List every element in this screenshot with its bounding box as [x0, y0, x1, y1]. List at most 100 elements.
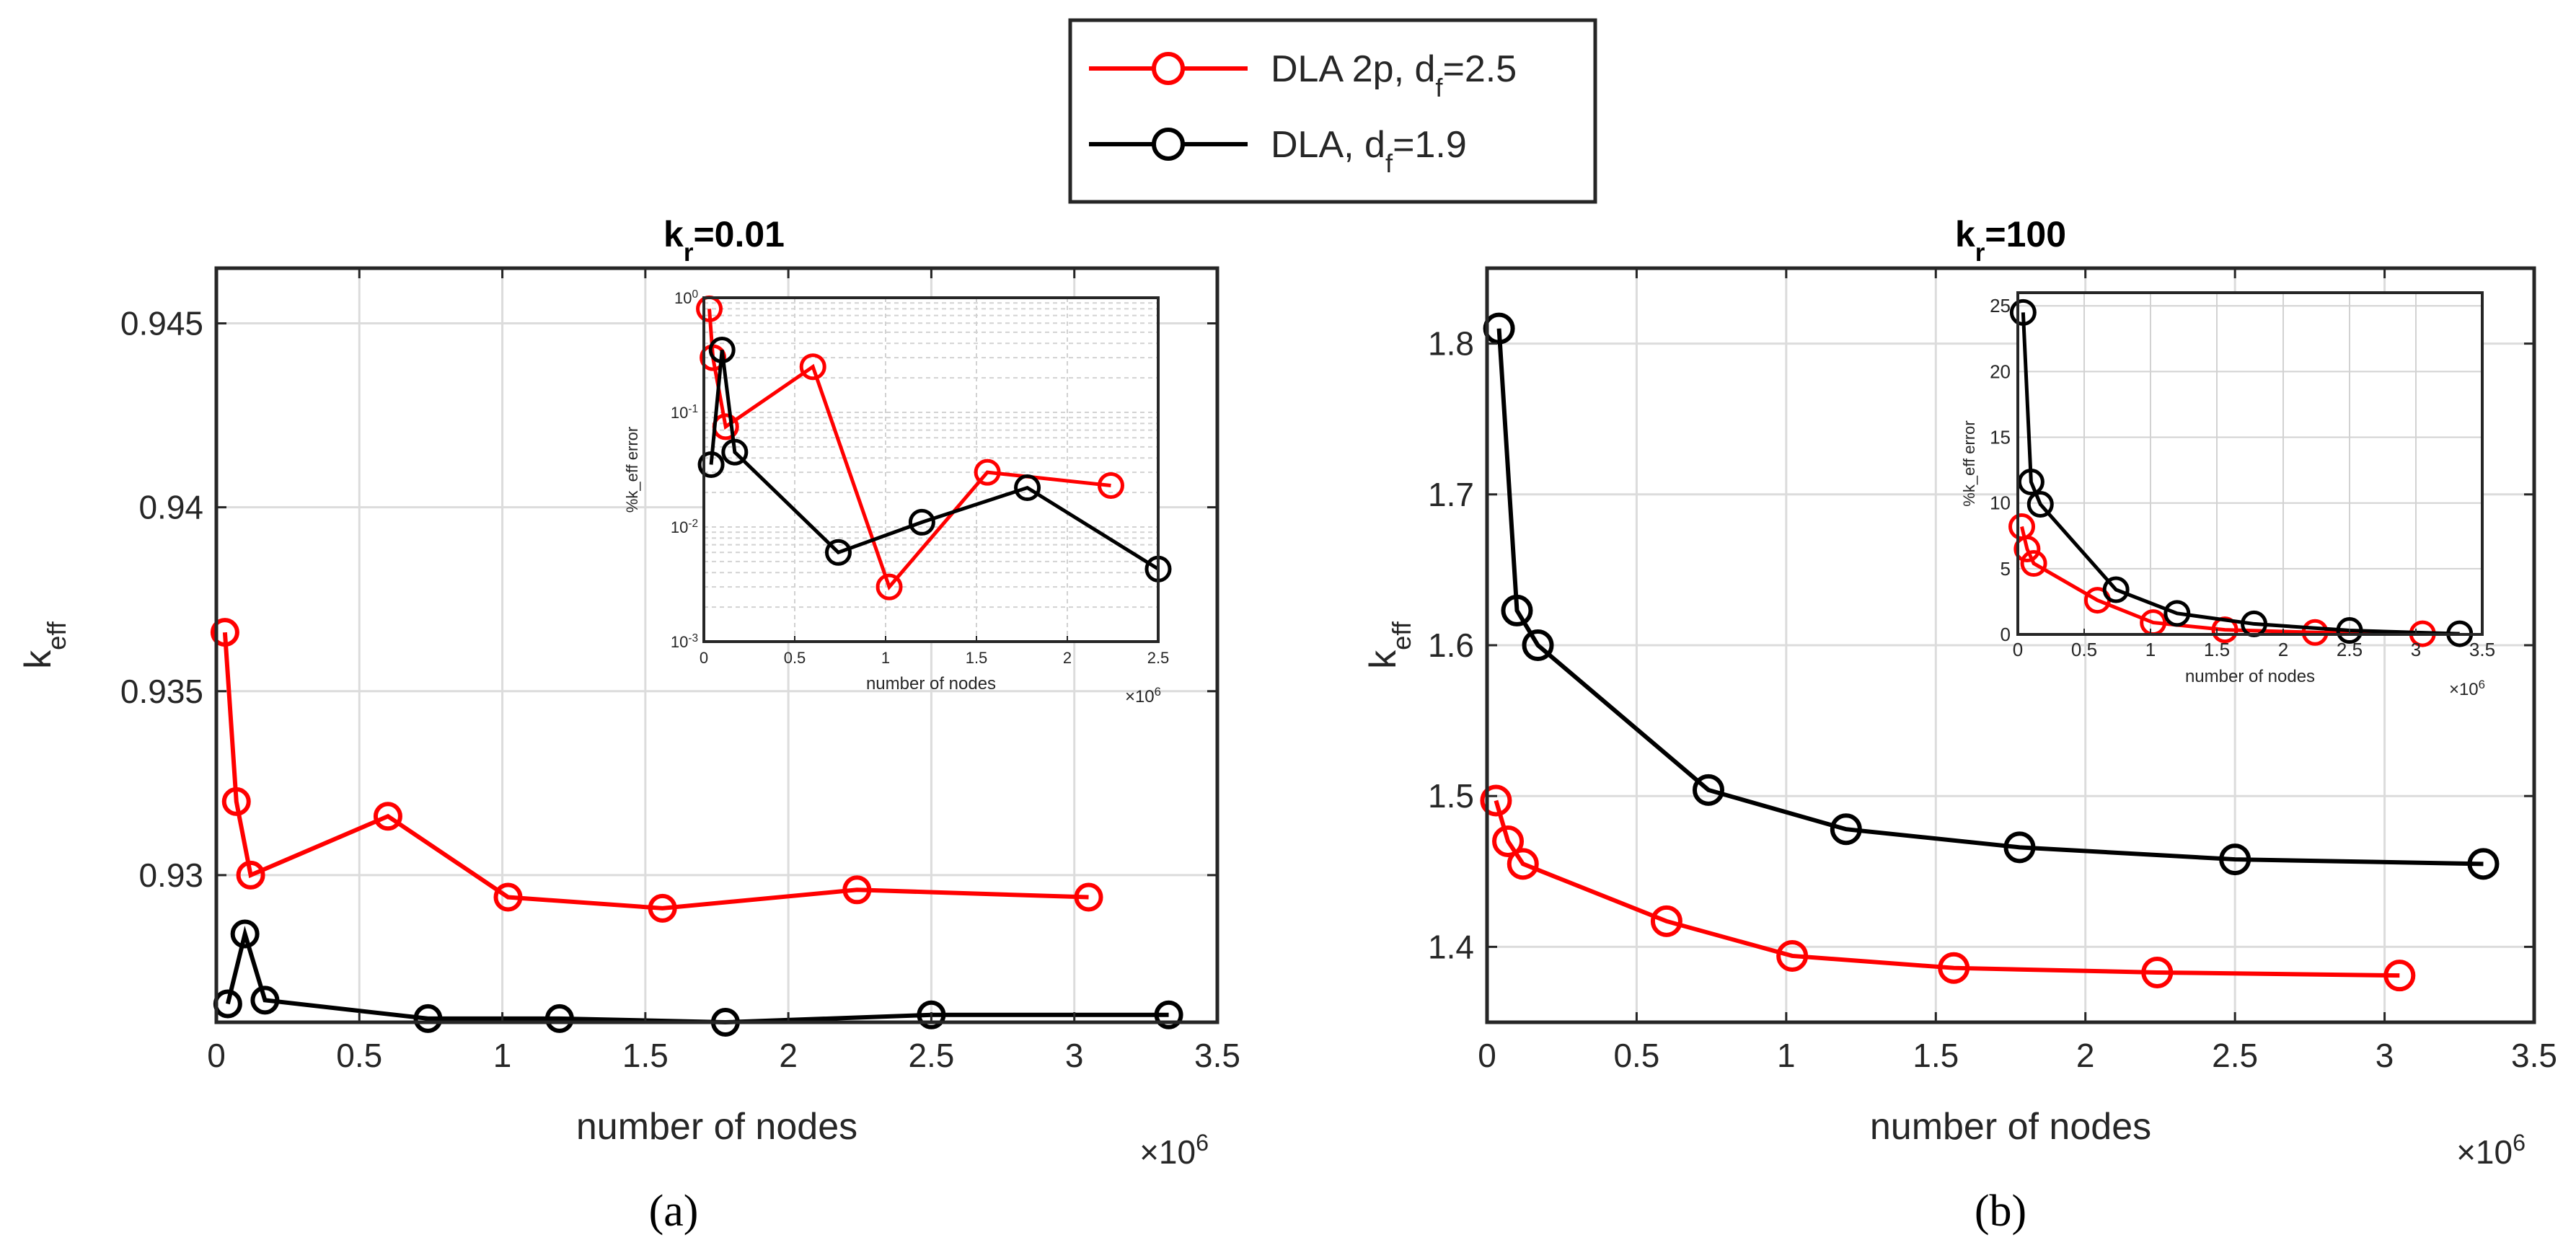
inset-x-tick-label: 1: [2145, 639, 2156, 660]
inset-data-point: [2013, 536, 2041, 562]
inset-data-point: [1097, 471, 1124, 499]
inset-data-point: [824, 539, 852, 566]
data-point: [1501, 594, 1533, 626]
data-point: [2003, 831, 2036, 864]
inset-x-tick-label: 2.5: [1147, 649, 1170, 667]
inset-y-tick-label: 10-3: [671, 632, 698, 652]
x-tick-label: 1: [493, 1037, 512, 1074]
x-tick-label: 0: [207, 1037, 226, 1074]
inset-data-point: [697, 451, 725, 478]
inset-data-point: [2102, 576, 2130, 603]
legend-marker: [1152, 52, 1185, 85]
inset-y-tick-label: 5: [2001, 558, 2011, 580]
x-tick-label: 0.5: [336, 1037, 382, 1074]
data-point: [1492, 825, 1525, 857]
data-point: [2219, 843, 2251, 876]
inset-y-tick-label: 20: [1990, 360, 2011, 382]
data-point: [1074, 882, 1103, 912]
legend-entry-dla: DLA, df=1.9: [1089, 124, 1467, 178]
x-tick-label: 0.5: [1613, 1037, 1659, 1074]
inset-y-tick-label: 100: [674, 288, 698, 308]
x-exponent: ×106: [1139, 1130, 1209, 1171]
y-tick-label: 1.5: [1428, 777, 1474, 815]
data-point: [1776, 939, 1809, 972]
inset-x-axis-label: number of nodes: [866, 674, 996, 694]
inset-x-tick-label: 0: [700, 649, 708, 667]
data-point: [236, 860, 265, 890]
series-dla-2p: [1480, 784, 2416, 992]
series-dla: [1483, 312, 2500, 880]
inset-y-axis-label: %k_eff error: [1960, 420, 1978, 506]
x-tick-label: 1.5: [1913, 1037, 1959, 1074]
x-tick-label: 3.5: [2511, 1037, 2557, 1074]
inset-axes-box: [702, 296, 1160, 643]
x-exponent: ×106: [2456, 1130, 2526, 1171]
inset-series-line: [709, 350, 1160, 571]
x-tick-label: 1: [1777, 1037, 1796, 1074]
inset-y-tick-label: 10-2: [671, 518, 698, 537]
x-tick-label: 3.5: [1194, 1037, 1240, 1074]
data-point: [544, 1004, 574, 1033]
data-point: [413, 1004, 443, 1033]
data-point: [648, 893, 677, 923]
data-point: [221, 787, 251, 816]
data-point: [373, 802, 402, 831]
inset-x-axis-label: number of nodes: [2185, 667, 2315, 686]
inset-y-tick-label: 25: [1990, 295, 2011, 316]
panel-a: 0 0.5 1 1.5 2 2.5 3 3.5 0.93 0.935 0.94 0.945 number…: [17, 214, 1240, 1171]
y-tick-label: 0.945: [120, 305, 203, 342]
legend-marker: [1152, 128, 1185, 161]
data-point: [1522, 629, 1554, 661]
chart-title: kr=0.01: [663, 214, 785, 267]
y-tick-label: 1.7: [1428, 476, 1474, 513]
x-tick-label: 1.5: [622, 1037, 669, 1074]
inset-x-tick-label: 2.5: [2337, 639, 2363, 660]
data-point: [1154, 1000, 1183, 1029]
series-dla: [213, 919, 1183, 1037]
inset-x-tick-label: 0.5: [784, 649, 806, 667]
y-tick-label: 1.4: [1428, 928, 1474, 965]
inset-x-tick-label: 2: [2278, 639, 2288, 660]
data-point: [1480, 784, 1512, 817]
legend: DLA 2p, df=2.5 DLA, df=1.9: [1068, 18, 1597, 204]
chart-title: kr=100: [1955, 214, 2066, 267]
inset-data-point: [1014, 474, 1041, 502]
data-point: [230, 919, 260, 949]
inset-x-tick-label: 0: [2013, 639, 2023, 660]
legend-label: DLA, df=1.9: [1271, 124, 1467, 178]
x-tick-label: 2.5: [908, 1037, 954, 1074]
x-tick-label: 2: [779, 1037, 798, 1074]
panel-b: 0 0.5 1 1.5 2 2.5 3 3.5 1.4 1.5 1.6 1.7 1.8 number of…: [1362, 214, 2557, 1171]
inset-data-point: [974, 459, 1001, 486]
data-point: [1650, 905, 1682, 937]
legend-label: DLA 2p, df=2.5: [1271, 48, 1517, 102]
data-point: [250, 985, 280, 1015]
inset-x-tick-label: 3: [2411, 639, 2421, 660]
inset-x-tick-label: 1.5: [966, 649, 988, 667]
inset-x-tick-label: 1.5: [2204, 639, 2230, 660]
inset-x-tick-label: 2: [1063, 649, 1072, 667]
data-point: [1507, 848, 1539, 880]
inset-data-point: [908, 508, 935, 536]
inset-data-point: [2017, 469, 2045, 496]
inset-axes-box: [2016, 291, 2484, 636]
ticks: [1486, 268, 2536, 1022]
y-axis-label: keff: [1362, 621, 1416, 669]
data-point: [1938, 952, 1970, 984]
y-tick-label: 1.6: [1428, 626, 1474, 664]
ticks: [215, 268, 1219, 1022]
caption-b: (b): [1975, 1187, 2026, 1236]
data-point: [493, 882, 523, 912]
legend-box: [1068, 18, 1597, 204]
inset-data-point: [2009, 298, 2037, 326]
inset-data-point: [2301, 619, 2329, 646]
inset-data-point: [875, 573, 903, 601]
y-axis-label: keff: [17, 621, 71, 669]
data-point: [842, 875, 872, 905]
inset-x-tick-label: 1: [881, 649, 890, 667]
inset-x-exponent: ×106: [1125, 685, 1161, 707]
x-tick-label: 3: [2376, 1037, 2394, 1074]
inset-series-line: [2021, 312, 2460, 636]
series-dla-2p: [210, 618, 1103, 923]
